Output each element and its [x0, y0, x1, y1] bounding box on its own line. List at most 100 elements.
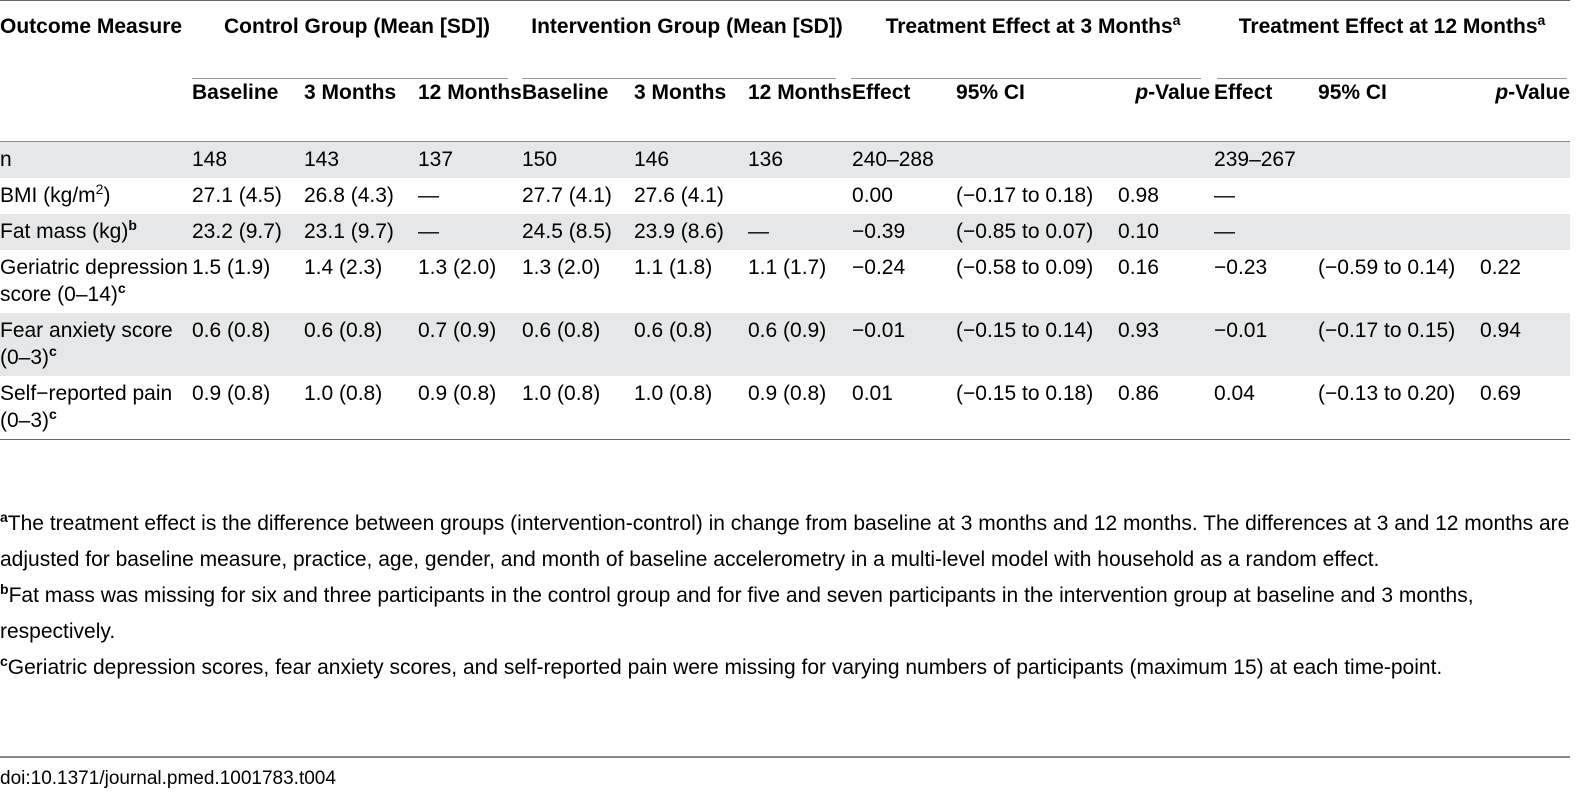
effect-3-months-header: Treatment Effect at 3 Monthsa	[885, 12, 1181, 38]
footnote-a: aThe treatment effect is the difference …	[0, 509, 1570, 571]
row-label: Geriatric depression score (0–14)c	[0, 256, 188, 306]
effect3-ci-cell: (−0.15 to 0.14)	[956, 313, 1119, 376]
effect3-p-cell: 0.10	[1118, 214, 1215, 250]
row-label: Self−reported pain (0–3)c	[0, 382, 173, 432]
footnote-c: cGeriatric depression scores, fear anxie…	[0, 653, 1443, 679]
control-3-months-cell: 143	[304, 141, 418, 178]
effect3-effect-cell: −0.01	[852, 313, 957, 376]
effect12-ci-cell: (−0.17 to 0.15)	[1318, 313, 1481, 376]
effect3-ci-cell: (−0.58 to 0.09)	[956, 256, 1094, 279]
control-3-months-cell: 23.1 (9.7)	[304, 214, 418, 250]
intervention-12-months-cell: 1.1 (1.7)	[748, 256, 827, 279]
effect3-ci-cell: (−0.15 to 0.18)	[956, 382, 1094, 405]
intervention-3-months-cell: 0.6 (0.8)	[634, 313, 748, 376]
intervention-12-months-header: 12 Months	[748, 80, 852, 104]
intervention-3-months-cell: 23.9 (8.6)	[634, 214, 748, 250]
effect12-effect-cell: −0.23	[1214, 256, 1268, 279]
effect12-effect-cell: 239–267	[1214, 141, 1319, 178]
doi-label: doi:10.1371/journal.pmed.1001783.t004	[0, 768, 336, 789]
effect12-ci-cell	[1318, 214, 1481, 250]
control-baseline-cell: 23.2 (9.7)	[192, 214, 304, 250]
control-baseline-cell: 148	[192, 141, 304, 178]
intervention-3-months-cell: 1.0 (0.8)	[634, 382, 713, 405]
intervention-12-months-cell: 0.6 (0.9)	[748, 313, 853, 376]
control-12-months-cell: —	[418, 184, 439, 207]
effect3-ci-cell	[956, 141, 1119, 178]
effect3-p-cell	[1118, 141, 1215, 178]
intervention-baseline-cell: 1.3 (2.0)	[522, 256, 601, 279]
footnote-b: bFat mass was missing for six and three …	[0, 581, 1474, 643]
intervention-3-months-cell: 27.6 (4.1)	[634, 184, 724, 207]
intervention-baseline-cell: 150	[522, 141, 634, 178]
table-body: n 148 143 137 150 146 136 240–288 239–267 BMI (kg…	[0, 141, 1571, 440]
header-row-groups: Outcome Measure Control Group (Mean [SD]…	[0, 1, 1570, 67]
row-label: n	[0, 141, 192, 178]
effect12-p-cell: 0.22	[1480, 256, 1521, 279]
control-baseline-cell: 27.1 (4.5)	[192, 184, 282, 207]
row-label: Fear anxiety score (0–3)c	[0, 313, 192, 376]
intervention-underline	[522, 78, 836, 79]
intervention-baseline-header: Baseline	[522, 80, 609, 104]
effect3-p-cell: 0.16	[1118, 256, 1159, 279]
control-12-months-cell: 0.7 (0.9)	[418, 313, 522, 376]
effect12-underline	[1217, 78, 1567, 79]
outcomes-table: Outcome Measure Control Group (Mean [SD]…	[0, 0, 1571, 440]
intervention-12-months-cell: 0.9 (0.8)	[748, 382, 827, 405]
control-underline	[192, 78, 508, 79]
effect12-p-cell: 0.94	[1480, 313, 1571, 376]
table-row: Fear anxiety score (0–3)c 0.6 (0.8) 0.6 (0…	[0, 313, 1571, 376]
control-3-months-cell: 26.8 (4.3)	[304, 184, 394, 207]
intervention-3-months-header: 3 Months	[634, 80, 727, 104]
table-row: Fat mass (kg)b 23.2 (9.7) 23.1 (9.7) — 24.5 …	[0, 214, 1571, 250]
control-baseline-cell: 0.9 (0.8)	[192, 382, 271, 405]
intervention-12-months-cell: 136	[748, 141, 853, 178]
row-label: Fat mass (kg)b	[0, 214, 192, 250]
control-baseline-header: Baseline	[192, 80, 279, 104]
effect12-p-cell	[1480, 178, 1570, 214]
control-12-months-header: 12 Months	[418, 80, 522, 104]
table-row: Geriatric depression score (0–14)c 1.5 (1…	[0, 250, 1570, 313]
control-3-months-cell: 1.4 (2.3)	[304, 256, 383, 279]
control-3-months-header: 3 Months	[304, 80, 397, 104]
effect3-ci-header: 95% CI	[956, 80, 1025, 104]
control-12-months-cell: 137	[418, 141, 522, 178]
effect12-ci-header: 95% CI	[1318, 80, 1387, 104]
table-footnotes: aThe treatment effect is the difference …	[0, 506, 1570, 686]
effect12-effect-cell: —	[1214, 184, 1236, 207]
effect3-effect-cell: −0.39	[852, 214, 957, 250]
control-baseline-cell: 0.6 (0.8)	[192, 313, 304, 376]
effect12-effect-cell: 0.04	[1214, 382, 1255, 405]
effect12-ci-cell: (−0.59 to 0.14)	[1318, 256, 1456, 279]
intervention-3-months-cell: 1.1 (1.8)	[634, 256, 713, 279]
table-row: n 148 143 137 150 146 136 240–288 239–267	[0, 141, 1571, 178]
effect12-p-cell	[1480, 214, 1571, 250]
effect12-ci-cell	[1318, 178, 1480, 214]
effect12-effect-cell: —	[1214, 214, 1319, 250]
effect-12-months-header: Treatment Effect at 12 Monthsa	[1238, 12, 1546, 38]
effect3-underline	[851, 78, 1201, 79]
effect3-p-value-header: p-Value	[1135, 80, 1211, 104]
effect3-ci-cell: (−0.85 to 0.07)	[956, 214, 1119, 250]
effect3-effect-header: Effect	[852, 80, 911, 104]
intervention-12-months-cell: —	[748, 214, 853, 250]
effect12-ci-cell	[1318, 141, 1481, 178]
intervention-group-header: Intervention Group (Mean [SD])	[531, 15, 843, 38]
row-label: BMI (kg/m2)	[0, 181, 111, 207]
effect3-ci-cell: (−0.17 to 0.18)	[956, 184, 1094, 207]
intervention-baseline-cell: 0.6 (0.8)	[522, 313, 634, 376]
effect3-effect-cell: 240–288	[852, 141, 957, 178]
control-baseline-cell: 1.5 (1.9)	[192, 256, 271, 279]
effect12-effect-cell: −0.01	[1214, 313, 1319, 376]
control-3-months-cell: 1.0 (0.8)	[304, 382, 383, 405]
footer-rule	[0, 756, 1570, 758]
effect3-effect-cell: 0.01	[852, 382, 893, 405]
intervention-baseline-cell: 24.5 (8.5)	[522, 214, 634, 250]
effect3-p-cell: 0.86	[1118, 382, 1159, 405]
effect12-p-cell: 0.69	[1480, 382, 1521, 405]
intervention-12-months-cell	[748, 178, 852, 214]
effect12-ci-cell: (−0.13 to 0.20)	[1318, 382, 1456, 405]
effect3-effect-cell: −0.24	[852, 256, 906, 279]
intervention-3-months-cell: 146	[634, 141, 748, 178]
effect3-p-cell: 0.98	[1118, 184, 1159, 207]
